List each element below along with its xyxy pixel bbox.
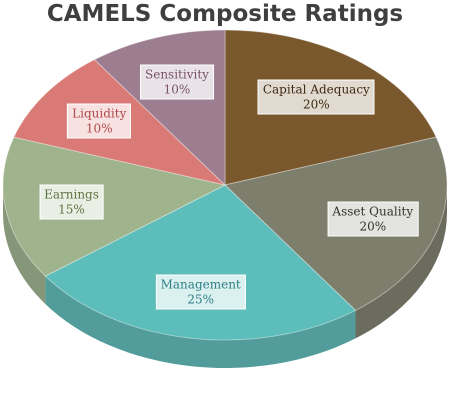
data-label-asset-quality: Asset Quality 20%: [327, 201, 419, 237]
pie-side-earnings: [2, 185, 46, 305]
data-label-sensitivity: Sensitivity 10%: [140, 64, 214, 100]
data-label-percent: 20%: [359, 219, 387, 234]
data-label-category: Earnings: [44, 187, 99, 202]
data-label-liquidity: Liquidity 10%: [67, 103, 132, 139]
data-label-category: Capital Adequacy: [262, 82, 370, 97]
data-label-category: Sensitivity: [145, 67, 209, 82]
pie-slice-management: [44, 184, 357, 341]
data-label-category: Asset Quality: [332, 204, 414, 219]
data-label-capital-adequacy: Capital Adequacy 20%: [257, 79, 375, 115]
data-label-percent: 10%: [163, 82, 191, 97]
pie-side-asset-quality: [355, 185, 447, 339]
data-label-percent: 10%: [85, 121, 113, 136]
data-label-percent: 15%: [58, 202, 85, 217]
data-label-management: Management 25%: [155, 274, 246, 310]
data-label-category: Liquidity: [72, 106, 127, 121]
data-label-percent: 20%: [302, 97, 330, 112]
pie-side-management: [45, 276, 356, 368]
data-label-percent: 25%: [187, 292, 215, 307]
data-label-earnings: Earnings 15%: [39, 184, 104, 220]
pie-slice-earnings: [2, 136, 227, 277]
chart-title: CAMELS Composite Ratings: [46, 1, 404, 27]
data-label-category: Management: [160, 277, 241, 292]
